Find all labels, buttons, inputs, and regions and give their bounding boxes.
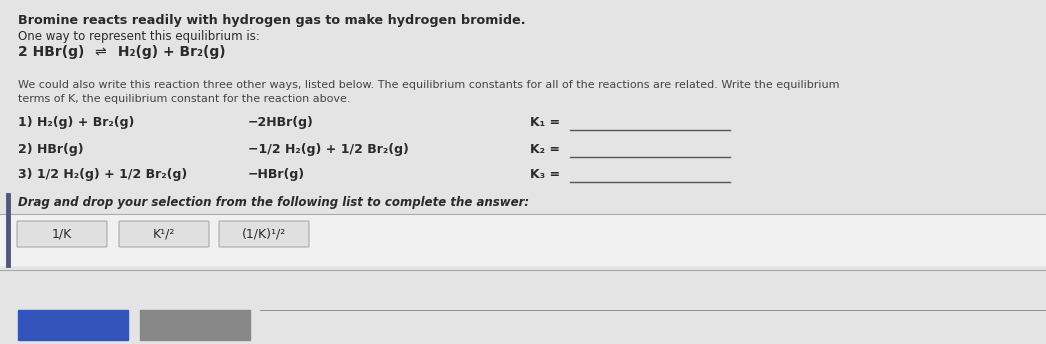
FancyBboxPatch shape <box>17 221 107 247</box>
Text: K₂ =: K₂ = <box>530 143 560 156</box>
Text: −1/2 H₂(g) + 1/2 Br₂(g): −1/2 H₂(g) + 1/2 Br₂(g) <box>248 143 409 156</box>
Text: 1/K: 1/K <box>52 227 72 240</box>
Bar <box>0 215 1046 265</box>
Text: 2 HBr(g): 2 HBr(g) <box>18 45 89 59</box>
Text: −HBr(g): −HBr(g) <box>248 168 305 181</box>
FancyBboxPatch shape <box>219 221 309 247</box>
Text: K₃ =: K₃ = <box>530 168 560 181</box>
Text: We could also write this reaction three other ways, listed below. The equilibriu: We could also write this reaction three … <box>18 80 840 90</box>
Text: (1/K)¹/²: (1/K)¹/² <box>242 227 287 240</box>
Text: K₁ =: K₁ = <box>530 116 560 129</box>
Text: Bromine reacts readily with hydrogen gas to make hydrogen bromide.: Bromine reacts readily with hydrogen gas… <box>18 14 525 27</box>
Text: terms of K, the equilibrium constant for the reaction above.: terms of K, the equilibrium constant for… <box>18 94 350 104</box>
Text: K¹/²: K¹/² <box>153 227 175 240</box>
Text: 3) 1/2 H₂(g) + 1/2 Br₂(g): 3) 1/2 H₂(g) + 1/2 Br₂(g) <box>18 168 187 181</box>
FancyBboxPatch shape <box>119 221 209 247</box>
Text: Drag and drop your selection from the following list to complete the answer:: Drag and drop your selection from the fo… <box>18 196 529 209</box>
Text: 2) HBr(g): 2) HBr(g) <box>18 143 84 156</box>
Text: One way to represent this equilibrium is:: One way to represent this equilibrium is… <box>18 30 259 43</box>
Text: H₂(g) + Br₂(g): H₂(g) + Br₂(g) <box>113 45 226 59</box>
Bar <box>140 310 250 340</box>
Text: 1) H₂(g) + Br₂(g): 1) H₂(g) + Br₂(g) <box>18 116 134 129</box>
Bar <box>18 310 128 340</box>
Text: ⇌: ⇌ <box>94 45 106 59</box>
Text: −2HBr(g): −2HBr(g) <box>248 116 314 129</box>
